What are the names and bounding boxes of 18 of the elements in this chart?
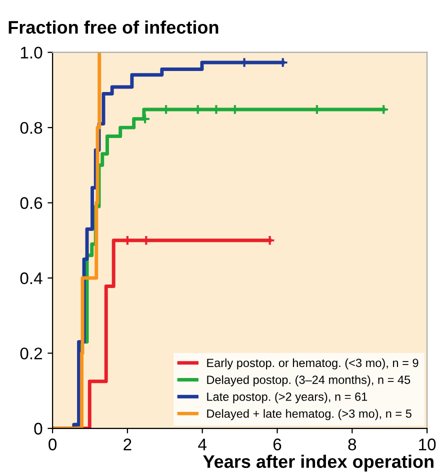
y-tick-label: 0.4 [20,272,42,284]
y-tick-label: 0 [34,422,42,435]
y-tick-label: 1.0 [20,46,42,59]
x-axis-title: Years after index operation [203,454,434,472]
legend-label: Late postop. (>2 years), n = 61 [207,392,368,404]
y-axis-title: Fraction free of infection [8,20,218,34]
x-tick-label: 0 [48,438,57,450]
x-tick-label: 6 [273,438,282,450]
x-tick-label: 10 [419,438,436,450]
legend-label: Delayed + late hematog. (>3 mo), n = 5 [207,409,412,420]
x-tick-label: 8 [348,438,356,450]
legend-label: Delayed postop. (3–24 months), n = 45 [207,375,410,386]
x-tick-label: 2 [124,438,132,450]
y-tick-label: 0.8 [20,122,42,134]
y-tick-label: 0.2 [20,348,42,360]
x-tick-label: 4 [198,438,207,450]
legend-label: Early postop. or hematog. (<3 mo), n = 9 [207,358,418,370]
y-tick-label: 0.6 [20,197,42,209]
